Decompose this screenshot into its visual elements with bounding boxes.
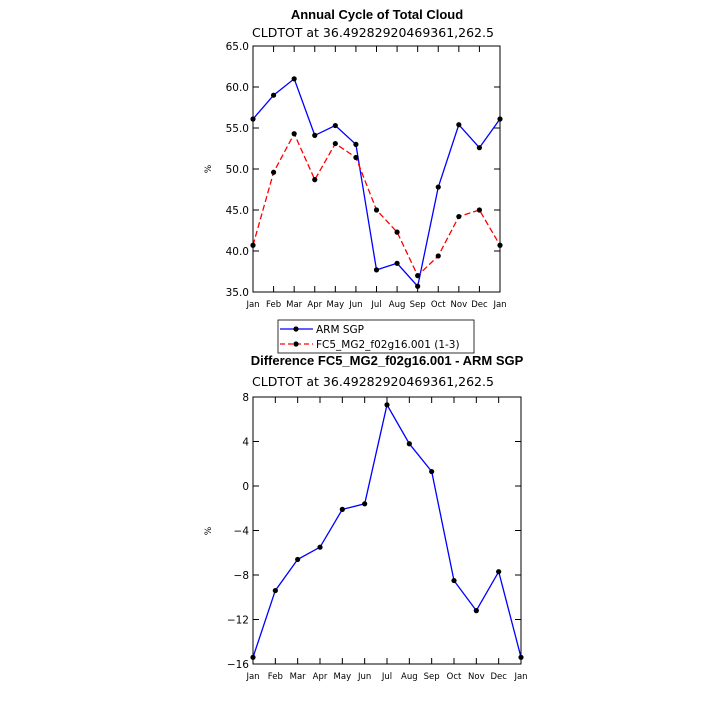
data-point bbox=[476, 145, 483, 151]
data-point bbox=[272, 587, 278, 594]
x-tick-label: Jan bbox=[245, 300, 259, 310]
data-point bbox=[312, 132, 318, 138]
x-tick-label: Aug bbox=[389, 300, 406, 310]
data-point bbox=[435, 253, 441, 259]
data-point bbox=[312, 177, 318, 183]
data-point bbox=[476, 207, 483, 213]
legend-marker-arm bbox=[293, 326, 299, 332]
legend: ARM SGP FC5_MG2_f02g16.001 (1-3) bbox=[277, 319, 475, 354]
data-point bbox=[473, 608, 479, 614]
chart-title: Difference FC5_MG2_f02g16.001 - ARM SGP bbox=[251, 353, 524, 368]
x-tick-label: Feb bbox=[266, 300, 281, 310]
series-group bbox=[250, 402, 524, 660]
data-point bbox=[373, 267, 380, 273]
y-ticks-group: −16 −12 −8 −4 0 4 8 bbox=[227, 392, 521, 671]
data-point bbox=[415, 283, 421, 289]
x-tick-label: Jul bbox=[370, 300, 381, 310]
series-line bbox=[252, 132, 501, 277]
annual-cycle-chart: Annual Cycle of Total Cloud CLDTOT at 36… bbox=[204, 7, 507, 354]
data-point bbox=[429, 468, 435, 475]
legend-box bbox=[277, 319, 475, 354]
y-tick-label: −12 bbox=[227, 615, 249, 627]
y-tick-label: 8 bbox=[242, 392, 249, 404]
data-point bbox=[456, 213, 462, 220]
x-tick-label: Sep bbox=[410, 300, 426, 310]
x-tick-label: Oct bbox=[431, 300, 446, 310]
chart-title: Annual Cycle of Total Cloud bbox=[291, 7, 463, 22]
data-point bbox=[270, 169, 277, 175]
x-tick-label: Jan bbox=[245, 672, 259, 682]
x-tick-label: Feb bbox=[268, 672, 283, 682]
data-point bbox=[373, 207, 380, 213]
x-ticks-group: Jan Feb Mar Apr May Jun Jul Aug Sep Oct Nov Dec Jan bbox=[245, 46, 507, 310]
data-point bbox=[435, 184, 441, 190]
y-ticks-group: 35.0 40.0 45.0 50.0 55.0 60.0 65.0 bbox=[226, 41, 500, 299]
y-tick-label: 35.0 bbox=[226, 287, 249, 299]
legend-label-model: FC5_MG2_f02g16.001 (1-3) bbox=[316, 339, 460, 351]
x-tick-label: Dec bbox=[471, 300, 488, 310]
y-tick-label: 50.0 bbox=[226, 164, 249, 176]
chart-subtitle: CLDTOT at 36.49282920469361,262.5 bbox=[252, 374, 494, 389]
x-tick-label: Nov bbox=[451, 300, 468, 310]
data-point bbox=[362, 501, 368, 507]
y-tick-label: 60.0 bbox=[226, 82, 249, 94]
x-tick-label: Apr bbox=[307, 300, 322, 310]
data-point bbox=[394, 260, 400, 266]
y-tick-label: −4 bbox=[234, 526, 250, 538]
y-tick-label: −8 bbox=[234, 570, 249, 582]
x-tick-label: Oct bbox=[447, 672, 462, 682]
x-tick-label: Jun bbox=[348, 300, 362, 310]
y-tick-label: 4 bbox=[242, 437, 249, 449]
data-point bbox=[317, 544, 323, 550]
data-point bbox=[332, 140, 338, 147]
series-line bbox=[252, 77, 501, 288]
legend-label-arm: ARM SGP bbox=[316, 324, 364, 336]
data-point bbox=[353, 141, 359, 147]
y-tick-label: −16 bbox=[227, 659, 249, 671]
data-point bbox=[456, 122, 462, 128]
data-point bbox=[270, 92, 277, 98]
x-tick-label: Sep bbox=[424, 672, 440, 682]
x-ticks-group: Jan Feb Mar Apr May Jun Jul Aug Sep Oct Nov Dec Jan bbox=[245, 397, 528, 682]
difference-chart: Difference FC5_MG2_f02g16.001 - ARM SGP … bbox=[204, 353, 528, 682]
series-group bbox=[250, 76, 503, 289]
legend-marker-model bbox=[293, 341, 299, 347]
data-point bbox=[415, 273, 421, 279]
x-tick-label: Nov bbox=[468, 672, 485, 682]
data-point bbox=[406, 441, 412, 447]
data-point bbox=[394, 229, 400, 235]
x-tick-label: Jan bbox=[492, 300, 506, 310]
data-point bbox=[332, 122, 338, 129]
x-tick-label: Jul bbox=[381, 672, 392, 682]
data-point bbox=[291, 131, 297, 137]
x-tick-label: May bbox=[334, 672, 352, 682]
x-tick-label: Jun bbox=[357, 672, 371, 682]
y-tick-label: 0 bbox=[242, 481, 249, 493]
y-tick-label: 45.0 bbox=[226, 205, 249, 217]
x-tick-label: Dec bbox=[490, 672, 507, 682]
y-tick-label: 55.0 bbox=[226, 123, 249, 135]
y-tick-label: 40.0 bbox=[226, 246, 249, 258]
y-tick-label: 65.0 bbox=[226, 41, 249, 53]
data-point bbox=[384, 402, 390, 408]
data-point bbox=[295, 556, 301, 563]
x-tick-label: May bbox=[327, 300, 345, 310]
plot-frame bbox=[252, 396, 522, 665]
y-axis-label: % bbox=[204, 526, 214, 535]
data-point bbox=[496, 569, 502, 575]
data-point bbox=[451, 577, 457, 584]
data-point bbox=[291, 76, 297, 82]
x-tick-label: Mar bbox=[290, 672, 307, 682]
chart-subtitle: CLDTOT at 36.49282920469361,262.5 bbox=[252, 25, 494, 40]
y-axis-label: % bbox=[204, 164, 214, 173]
x-tick-label: Jan bbox=[513, 672, 527, 682]
series-line bbox=[252, 403, 522, 658]
data-point bbox=[339, 506, 345, 512]
x-tick-label: Apr bbox=[313, 672, 328, 682]
x-tick-label: Aug bbox=[401, 672, 418, 682]
data-point bbox=[353, 154, 359, 161]
plot-frame bbox=[252, 45, 501, 293]
x-tick-label: Mar bbox=[286, 300, 303, 310]
